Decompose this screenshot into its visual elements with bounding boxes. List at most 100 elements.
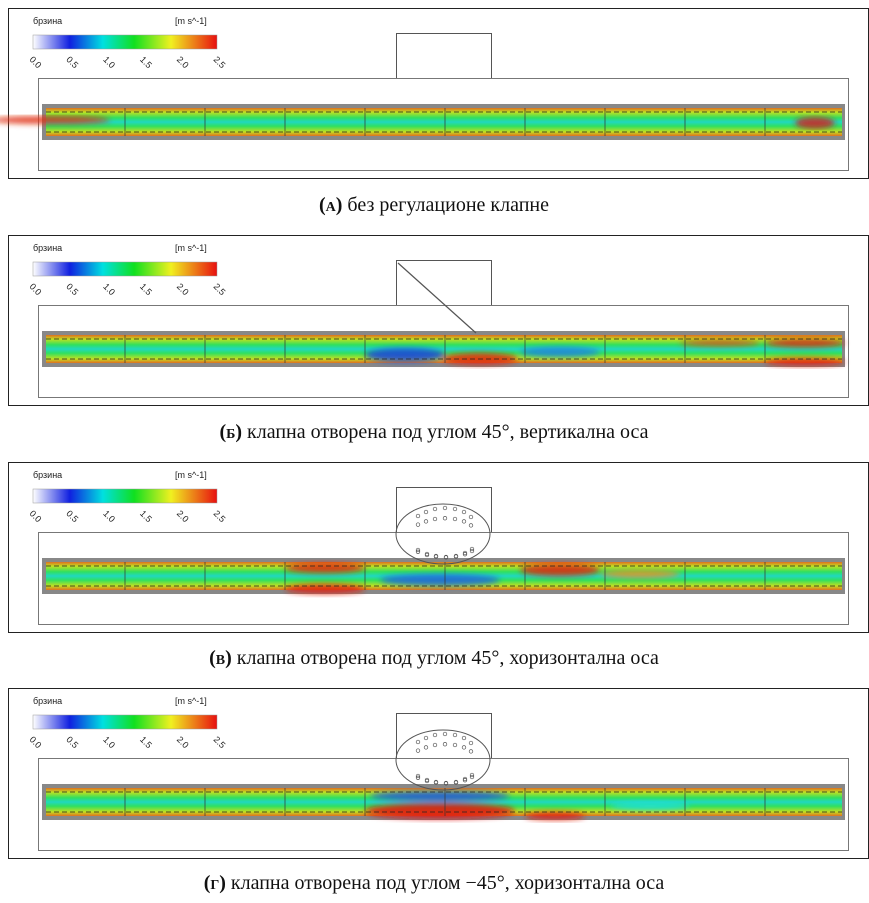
valve-hole [442,505,448,511]
valve-hole [415,773,421,779]
valve-hole [469,774,475,780]
flow-field [46,108,842,136]
flow-feature [680,340,760,346]
valve-hole [452,732,458,738]
valve-hole [462,550,468,556]
panel: брзина [m s^-1]0.0 0.5 1.0 1.5 2.0 2.5 [0,8,869,179]
inlet-box [396,487,492,533]
valve-hole [462,776,468,782]
flow-feature [380,574,500,586]
legend-title: брзина [33,16,62,26]
caption-text: клапна отворена под углом 45°, хоризонта… [237,647,659,669]
valve-hole [432,516,438,522]
valve-hole [461,509,467,515]
legend-unit: [m s^-1] [175,470,207,480]
valve-hole [432,732,438,738]
valve-hole [452,506,458,512]
valve-hole [452,516,458,522]
flow-features [0,116,835,129]
caption-label: (а) [319,194,342,216]
caption: (б) клапна отворена под углом 45°, верти… [219,421,648,443]
panel: брзина [m s^-1]0.0 0.5 1.0 1.5 2.0 2.5 [8,688,869,859]
valve-hole [452,742,458,748]
valve-plate [397,262,477,334]
valve-hole [468,749,474,754]
valve-hole [442,742,448,747]
valve-hole [453,554,459,559]
inlet-box [396,33,492,79]
flow-feature [0,116,110,124]
valve-hole [415,739,421,745]
colorbar [32,488,218,504]
flow-feature [285,563,365,573]
valve-hole [415,775,421,780]
legend-unit: [m s^-1] [175,696,207,706]
valve-hole [469,546,475,552]
flow-feature [525,812,585,820]
valve-hole [423,509,429,515]
valve-hole [423,519,429,524]
valve-hole [423,745,429,750]
valve-hole [423,735,429,741]
caption: (в) клапна отворена под углом 45°, хориз… [209,647,659,669]
colorbar [32,34,218,50]
flow-feature [365,803,515,819]
valve-hole [424,778,430,784]
valve-hole [461,745,467,750]
valve-hole [469,548,475,554]
valve-hole [415,748,421,753]
flow-feature [520,564,600,576]
flow-feature [610,802,690,810]
valve-hole [462,552,468,557]
legend-title: брзина [33,470,62,480]
inlet-box [396,713,492,759]
valve-hole [433,780,439,785]
caption-label: (г) [204,872,226,894]
flow-feature [765,358,845,366]
valve-hole [415,522,421,527]
valve-hole [468,514,474,520]
valve-hole [432,506,438,512]
valve-disc [395,503,491,565]
flow-features [365,791,690,820]
valve-hole [453,780,459,785]
panel: брзина [m s^-1]0.0 0.5 1.0 1.5 2.0 2.5 [8,235,869,406]
valve-hole [432,742,438,748]
caption: (г) клапна отворена под углом −45°, хори… [204,872,665,894]
valve-hole [468,523,474,528]
caption-label: (в) [209,647,232,669]
colorbar [32,261,218,277]
caption-label: (б) [219,421,242,443]
flow-feature [285,584,365,594]
legend-title: брзина [33,696,62,706]
valve-hole [469,772,475,778]
valve-hole [442,516,448,521]
legend-title: брзина [33,243,62,253]
inlet-box [396,260,492,306]
valve-hole [468,740,474,746]
caption-text: клапна отворена под углом −45°, хоризонт… [231,872,665,894]
caption-text: без регулационе клапне [347,194,549,216]
valve-hole [424,552,430,558]
valve-hole [462,778,468,783]
valve-hole [443,555,449,560]
valve-hole [415,513,421,519]
flow-feature [600,570,680,578]
flow-feature [365,348,445,362]
caption: (а) без регулационе клапне [319,194,549,216]
flow-feature [765,339,845,347]
flow-feature [520,347,600,357]
valve-hole [443,781,449,786]
legend-unit: [m s^-1] [175,16,207,26]
legend-unit: [m s^-1] [175,243,207,253]
valve-hole [461,519,467,524]
valve-hole [461,735,467,741]
panel: брзина [m s^-1]0.0 0.5 1.0 1.5 2.0 2.5 [8,462,869,633]
valve-hole [433,554,439,559]
valve-disc [395,729,491,791]
valve-hole [415,547,421,553]
colorbar [32,714,218,730]
valve-hole [415,549,421,554]
valve-hole [442,731,448,737]
